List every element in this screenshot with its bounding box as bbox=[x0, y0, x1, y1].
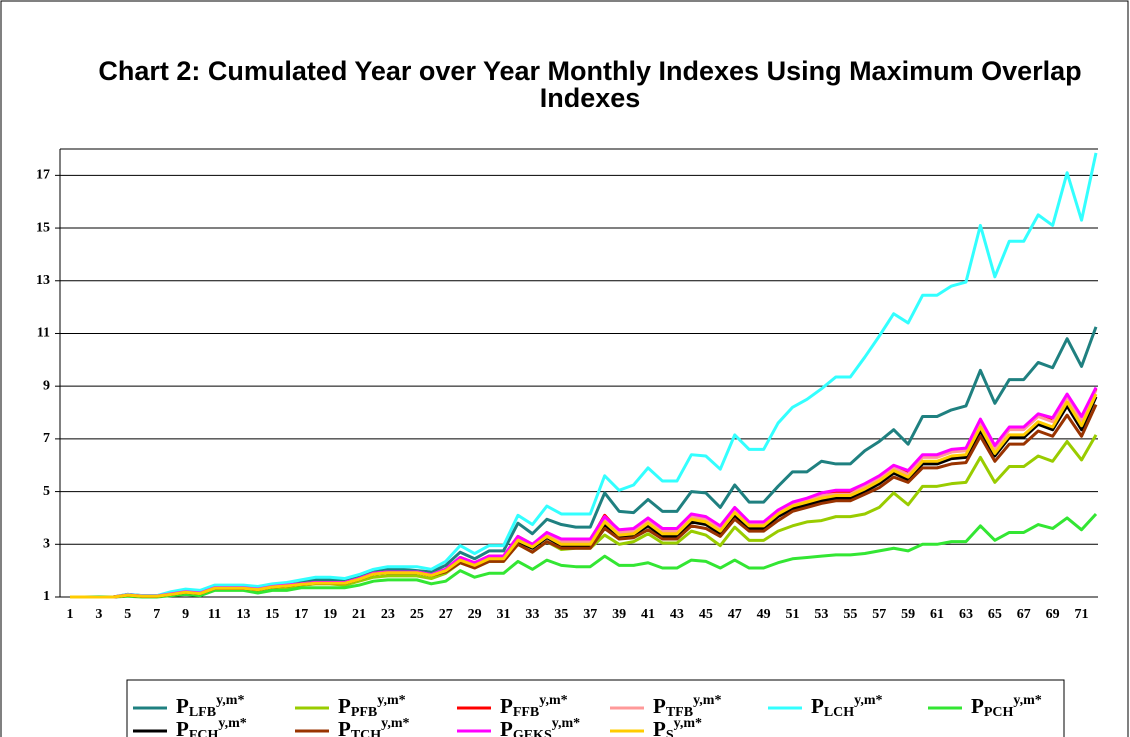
x-tick-label: 33 bbox=[525, 607, 539, 622]
chart-title: Chart 2: Cumulated Year over Year Monthl… bbox=[98, 56, 1082, 113]
y-tick-label: 17 bbox=[36, 168, 50, 183]
legend-subscript: FFB bbox=[513, 705, 539, 720]
x-tick-label: 51 bbox=[786, 607, 800, 622]
legend-superscript: y,m* bbox=[539, 693, 567, 708]
x-tick-label: 11 bbox=[208, 607, 221, 622]
x-tick-label: 53 bbox=[814, 607, 828, 622]
series-line bbox=[70, 152, 1098, 599]
legend-label: PFFBy,m* bbox=[500, 693, 568, 720]
x-tick-label: 47 bbox=[728, 607, 742, 622]
x-tick-label: 41 bbox=[641, 607, 655, 622]
x-tick-label: 59 bbox=[901, 607, 915, 622]
legend-subscript: LFB bbox=[189, 705, 216, 720]
x-tick-label: 49 bbox=[757, 607, 771, 622]
legend-name: P bbox=[338, 694, 351, 718]
y-tick-label: 7 bbox=[43, 431, 50, 446]
legend-superscript: y,m* bbox=[381, 716, 409, 731]
x-tick-label: 69 bbox=[1046, 607, 1060, 622]
legend-box bbox=[126, 679, 1065, 737]
legend-name: P bbox=[176, 717, 189, 737]
legend-name: P bbox=[971, 694, 984, 718]
x-tick-label: 57 bbox=[872, 607, 886, 622]
x-tick-label: 1 bbox=[67, 607, 74, 622]
y-tick-label: 3 bbox=[43, 537, 50, 552]
x-tick-label: 13 bbox=[236, 607, 250, 622]
legend-label: PLFBy,m* bbox=[176, 693, 244, 720]
legend-label: PLCHy,m* bbox=[811, 693, 883, 720]
legend-label: PPCHy,m* bbox=[971, 693, 1042, 720]
x-tick-label: 17 bbox=[294, 607, 308, 622]
x-tick-label: 55 bbox=[843, 607, 857, 622]
legend-label: PFCHy,m* bbox=[176, 716, 247, 737]
y-tick-label: 11 bbox=[37, 326, 50, 341]
legend-subscript: LCH bbox=[824, 705, 854, 720]
x-tick-label: 9 bbox=[182, 607, 189, 622]
legend-superscript: y,m* bbox=[552, 716, 580, 731]
legend-subscript: TCH bbox=[351, 728, 381, 737]
x-tick-label: 31 bbox=[497, 607, 511, 622]
legend-name: P bbox=[176, 694, 189, 718]
x-tick-label: 35 bbox=[554, 607, 568, 622]
y-tick-label: 1 bbox=[43, 589, 50, 604]
x-tick-label: 63 bbox=[959, 607, 973, 622]
legend-label: PTFBy,m* bbox=[653, 693, 721, 720]
x-tick-label: 25 bbox=[410, 607, 424, 622]
legend-name: P bbox=[653, 694, 666, 718]
x-tick-label: 45 bbox=[699, 607, 713, 622]
legend-superscript: y,m* bbox=[854, 693, 882, 708]
legend-superscript: y,m* bbox=[377, 693, 405, 708]
x-tick-label: 15 bbox=[265, 607, 279, 622]
x-tick-label: 19 bbox=[323, 607, 337, 622]
x-tick-label: 7 bbox=[153, 607, 160, 622]
legend-name: P bbox=[500, 694, 513, 718]
legend-subscript: GEKS bbox=[513, 728, 552, 737]
legend-superscript: y,m* bbox=[674, 716, 702, 731]
legend-name: P bbox=[500, 717, 513, 737]
legend-name: P bbox=[653, 717, 666, 737]
legend-subscript: FCH bbox=[189, 728, 219, 737]
x-tick-label: 23 bbox=[381, 607, 395, 622]
legend-label: PGEKSy,m* bbox=[500, 716, 580, 737]
legend-superscript: y,m* bbox=[216, 693, 244, 708]
x-tick-label: 27 bbox=[439, 607, 453, 622]
legend-label: PSy,m* bbox=[653, 716, 702, 737]
legend-subscript: PFB bbox=[351, 705, 377, 720]
legend-superscript: y,m* bbox=[1013, 693, 1041, 708]
legend-superscript: y,m* bbox=[693, 693, 721, 708]
x-tick-label: 5 bbox=[124, 607, 131, 622]
y-tick-label: 5 bbox=[43, 484, 50, 499]
legend-subscript: S bbox=[666, 728, 674, 737]
x-tick-label: 65 bbox=[988, 607, 1002, 622]
x-tick-label: 3 bbox=[95, 607, 102, 622]
legend-name: P bbox=[811, 694, 824, 718]
x-tick-label: 71 bbox=[1075, 607, 1089, 622]
y-tick-label: 13 bbox=[36, 273, 50, 288]
series-line bbox=[70, 393, 1098, 599]
y-tick-label: 9 bbox=[43, 378, 50, 393]
legend-name: P bbox=[338, 717, 351, 737]
x-tick-label: 61 bbox=[930, 607, 944, 622]
legend-subscript: TFB bbox=[666, 705, 693, 720]
x-tick-label: 39 bbox=[612, 607, 626, 622]
legend-label: PTCHy,m* bbox=[338, 716, 410, 737]
legend-label: PPFBy,m* bbox=[338, 693, 406, 720]
x-tick-label: 21 bbox=[352, 607, 366, 622]
x-tick-label: 43 bbox=[670, 607, 684, 622]
x-tick-label: 67 bbox=[1017, 607, 1031, 622]
y-tick-label: 15 bbox=[36, 220, 50, 235]
x-tick-label: 29 bbox=[468, 607, 482, 622]
legend-subscript: PCH bbox=[984, 705, 1014, 720]
series-line bbox=[70, 512, 1098, 599]
legend-superscript: y,m* bbox=[218, 716, 246, 731]
x-tick-label: 37 bbox=[583, 607, 597, 622]
